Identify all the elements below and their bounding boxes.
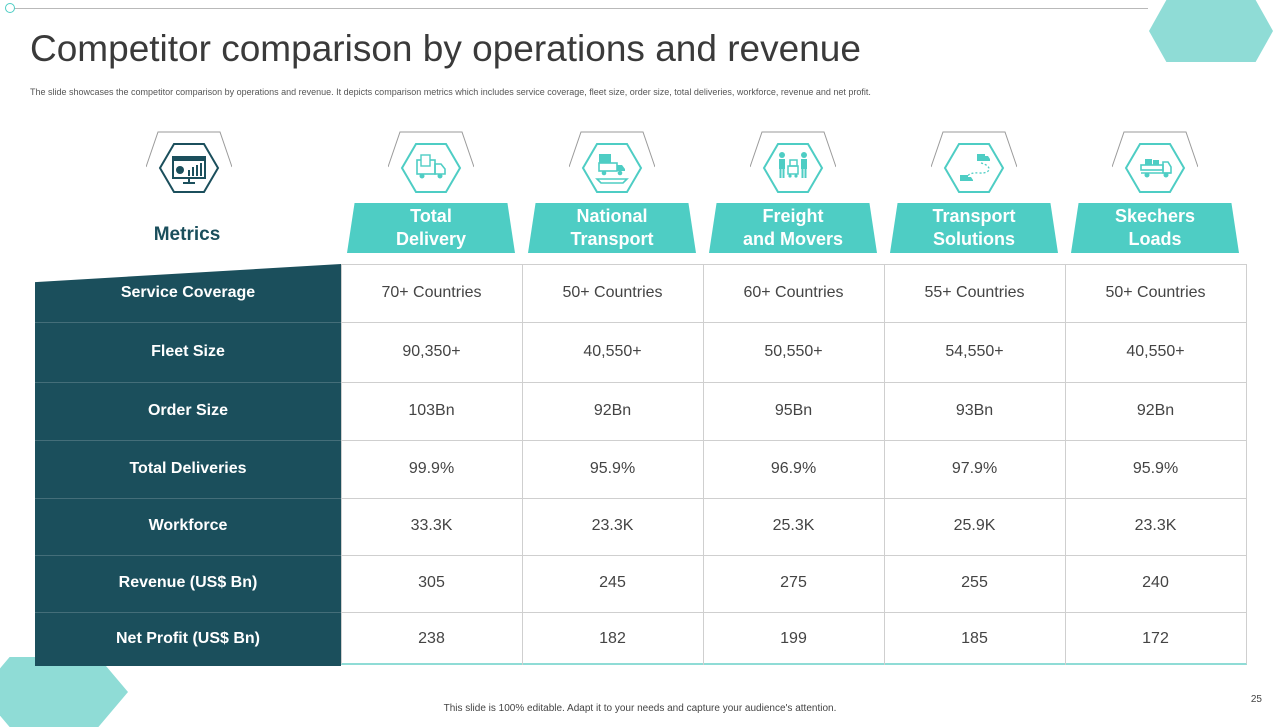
table-cell: 90,350+ [402,343,461,360]
column-header: National Transport [528,203,696,253]
table-cell: 25.3K [772,517,815,534]
table-cell: 275 [780,574,807,591]
loaded-truck-icon [1112,130,1198,206]
row-divider [35,555,341,556]
row-divider [341,440,1247,441]
table-cell: 50+ Countries [562,284,663,301]
row-divider [341,555,1247,556]
data-table [341,264,1247,665]
top-rule-dot [5,3,15,13]
row-divider [35,612,341,613]
table-cell: 95Bn [774,402,813,419]
row-label-service-coverage: Service Coverage [120,284,256,301]
column-divider [703,264,704,665]
page-title: Competitor comparison by operations and … [30,28,861,69]
table-cell: 199 [780,630,807,647]
column-header: Transport Solutions [890,203,1058,253]
page-subtitle: The slide showcases the competitor compa… [30,87,871,97]
table-cell: 99.9% [408,460,455,477]
table-cell: 70+ Countries [381,284,482,301]
table-cell: 185 [961,630,988,647]
row-divider [341,612,1247,613]
table-cell: 92Bn [593,402,632,419]
table-cell: 25.9K [953,517,996,534]
decorative-hexagon-top [1149,0,1273,62]
table-cell: 245 [599,574,626,591]
dashboard-monitor-icon [146,130,232,206]
table-cell: 238 [418,630,445,647]
row-divider [35,322,341,323]
page-number: 25 [1250,694,1262,705]
table-cell: 60+ Countries [743,284,844,301]
table-cell: 95.9% [1132,460,1179,477]
row-label-revenue: Revenue (US$ Bn) [118,574,258,591]
row-label-net-profit: Net Profit (US$ Bn) [116,630,260,647]
column-divider [522,264,523,665]
table-cell: 255 [961,574,988,591]
row-divider [341,498,1247,499]
table-cell: 97.9% [951,460,998,477]
table-cell: 103Bn [408,402,455,419]
table-cell: 33.3K [410,517,453,534]
column-divider [884,264,885,665]
table-cell: 172 [1142,630,1169,647]
column-divider [1065,264,1066,665]
table-cell: 92Bn [1136,402,1175,419]
table-cell: 23.3K [591,517,634,534]
row-divider [341,322,1247,323]
table-cell: 93Bn [955,402,994,419]
table-cell: 96.9% [770,460,817,477]
transport-truck-icon [569,130,655,206]
row-divider [35,440,341,441]
row-divider [35,382,341,383]
table-cell: 55+ Countries [924,284,1025,301]
table-cell: 182 [599,630,626,647]
table-cell: 50+ Countries [1105,284,1206,301]
metrics-panel [35,264,341,666]
row-divider [341,382,1247,383]
table-cell: 50,550+ [764,343,823,360]
row-label-order-size: Order Size [147,402,229,419]
row-label-fleet-size: Fleet Size [151,343,225,360]
column-header: Total Delivery [347,203,515,253]
table-cell: 305 [418,574,445,591]
column-header: Freight and Movers [709,203,877,253]
column-header: Skechers Loads [1071,203,1239,253]
table-cell: 40,550+ [1126,343,1185,360]
decorative-hexagon-bottom [0,657,128,727]
table-cell: 40,550+ [583,343,642,360]
delivery-truck-icon [388,130,474,206]
table-cell: 54,550+ [945,343,1004,360]
table-cell: 95.9% [589,460,636,477]
route-transport-icon [931,130,1017,206]
row-label-workforce: Workforce [148,517,228,534]
top-rule [14,8,1148,9]
table-cell: 240 [1142,574,1169,591]
row-divider [35,498,341,499]
footer-note: This slide is 100% editable. Adapt it to… [443,703,837,714]
row-label-total-deliveries: Total Deliveries [129,460,247,477]
table-cell: 23.3K [1134,517,1177,534]
movers-people-icon [750,130,836,206]
metrics-label: Metrics [153,224,221,245]
